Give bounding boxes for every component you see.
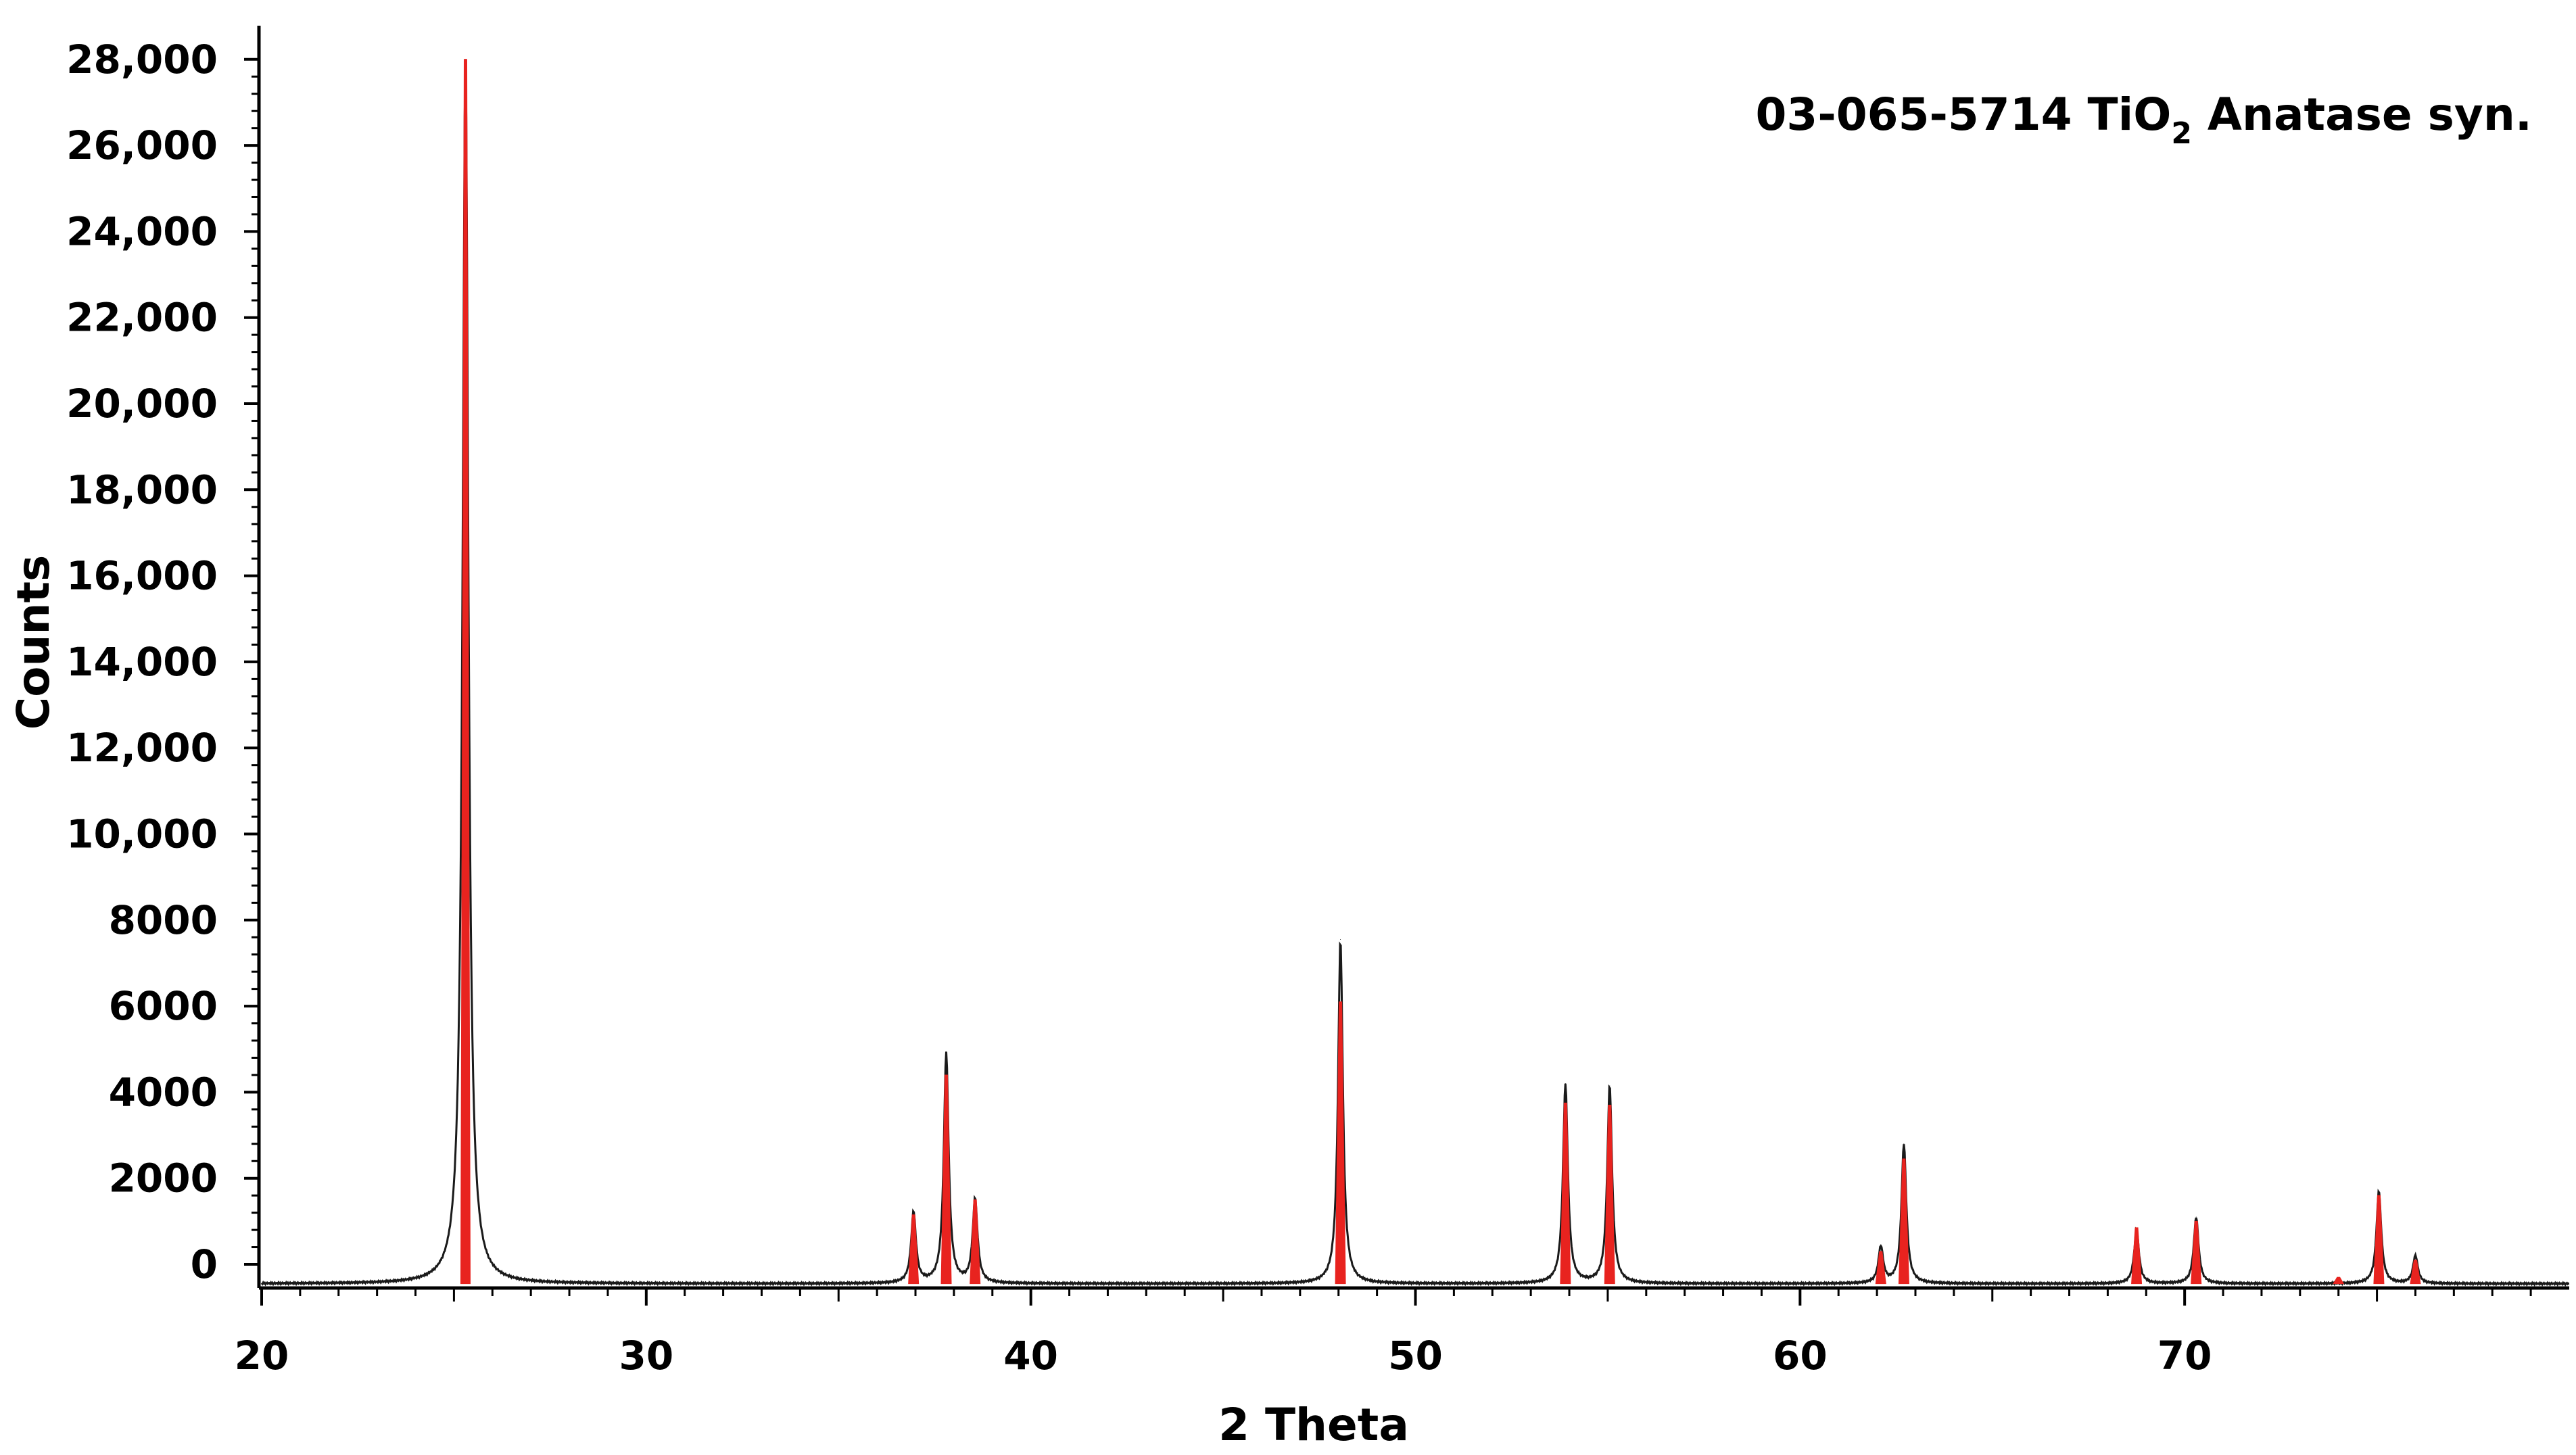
y-tick-label: 26,000 (66, 122, 218, 168)
reference-peak (1875, 1251, 1886, 1285)
y-tick-label: 18,000 (66, 467, 218, 512)
y-tick-label: 2000 (109, 1155, 218, 1201)
y-tick-label: 12,000 (66, 725, 218, 771)
y-tick-label: 10,000 (66, 811, 218, 857)
y-tick-label: 24,000 (66, 208, 218, 254)
measured-peak-point (913, 1212, 914, 1214)
reference-pattern-series (460, 59, 2421, 1285)
reference-peak (908, 1214, 920, 1285)
y-tick-label: 14,000 (66, 639, 218, 685)
x-tick-label: 70 (2157, 1333, 2212, 1379)
x-tick-label: 60 (1773, 1333, 1828, 1379)
reference-peak (460, 59, 471, 1285)
x-tick-label: 30 (619, 1333, 673, 1379)
x-axis-title: 2 Theta (1218, 1399, 1409, 1451)
reference-peak (1560, 1102, 1571, 1285)
measured-trace (260, 60, 2570, 1287)
reference-peak (1335, 1001, 1346, 1285)
y-tick-label: 16,000 (66, 553, 218, 599)
legend-label-subscript: 2 (2171, 116, 2192, 151)
reference-peak (2333, 1277, 2345, 1285)
reference-peak (1604, 1104, 1615, 1285)
y-tick-label: 0 (191, 1241, 218, 1287)
measured-peak-point (2195, 1216, 2197, 1218)
measured-peak-point (946, 1053, 947, 1054)
y-tick-label: 6000 (109, 983, 218, 1029)
y-tick-label: 8000 (109, 897, 218, 943)
measured-peak-point (1340, 938, 1341, 940)
x-tick-label: 20 (235, 1333, 289, 1379)
y-axis-title: Counts (7, 555, 59, 730)
x-tick-label: 40 (1003, 1333, 1058, 1379)
y-tick-label: 20,000 (66, 381, 218, 427)
legend-label: 03-065-5714 TiO2 Anatase syn. (1755, 89, 2532, 151)
reference-peak (940, 1074, 952, 1285)
y-tick-label: 4000 (109, 1069, 218, 1115)
x-tick-label: 50 (1388, 1333, 1443, 1379)
y-tick-label: 28,000 (66, 37, 218, 82)
legend-label-prefix: 03-065-5714 TiO (1755, 89, 2171, 141)
reference-peak (970, 1199, 981, 1285)
reference-peak (1898, 1158, 1909, 1285)
y-axis: 0 2000 4000 6000 8000 10,000 12,000 14,000 16,00… (66, 26, 261, 1288)
x-axis: 20 30 40 50 60 70 (235, 1286, 2569, 1379)
reference-peak (2410, 1260, 2421, 1285)
reference-peak (2191, 1220, 2202, 1285)
measured-peak-point (1903, 1143, 1905, 1145)
measured-pattern-series (260, 59, 2570, 1287)
reference-peak (2373, 1195, 2385, 1285)
y-tick-label: 22,000 (66, 295, 218, 341)
reference-peak (2131, 1227, 2143, 1285)
legend-label-suffix: Anatase syn. (2192, 89, 2532, 141)
measured-peak-point (1609, 1085, 1611, 1087)
measured-peak-point (1565, 1083, 1566, 1084)
